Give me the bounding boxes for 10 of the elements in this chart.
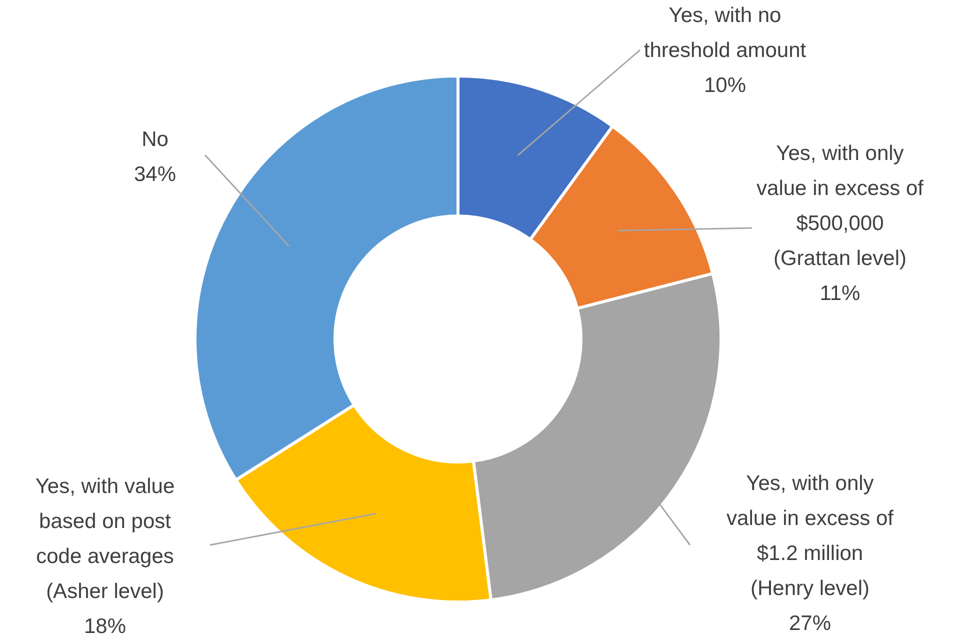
data-label: 11% <box>820 282 860 305</box>
data-label: 27% <box>788 612 832 635</box>
slice-label: Yes, with no threshold amount <box>644 4 806 62</box>
slice-label: Yes, with only value in excess of $500,000 (Grattan level) <box>756 142 924 270</box>
slice-label: Yes, with value based on post code averages (Asher level) <box>35 475 175 603</box>
data-label: 18% <box>84 615 126 638</box>
data-label: 34% <box>134 163 176 186</box>
slice-label: Yes, with only value in excess of $1.2 million (Henry level) <box>726 472 894 600</box>
slice-label: No <box>142 128 168 151</box>
data-label: 10% <box>704 74 746 97</box>
